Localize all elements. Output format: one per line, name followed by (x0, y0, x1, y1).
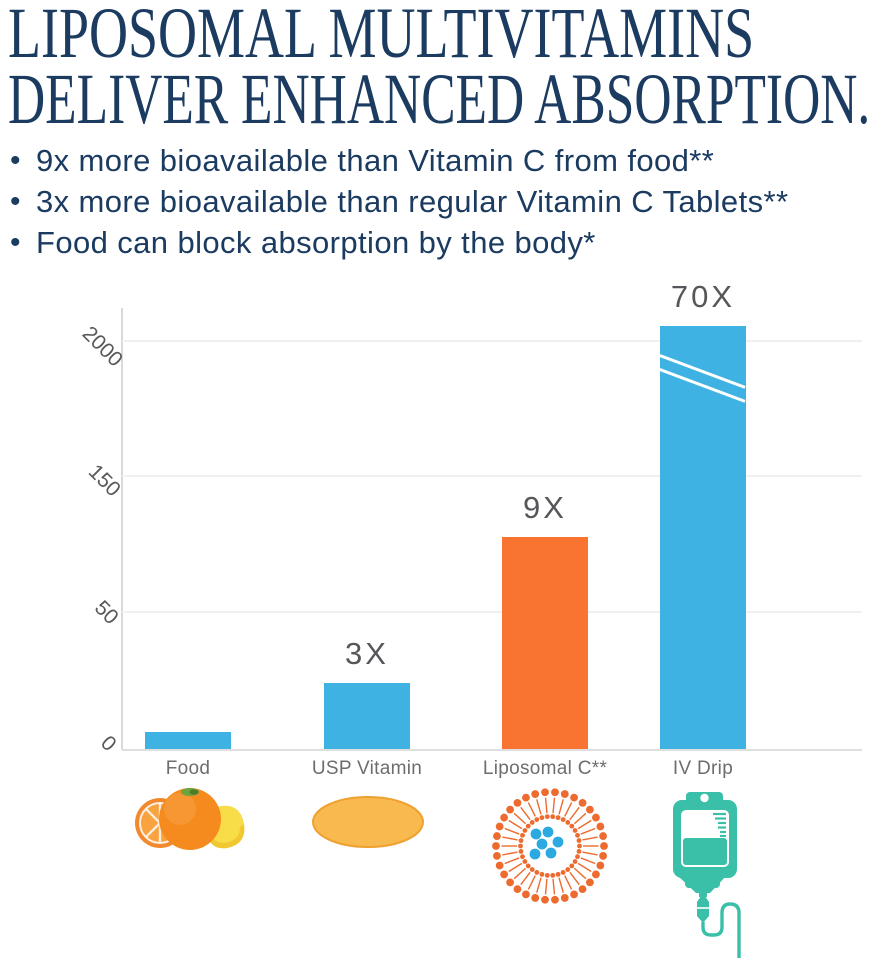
gridline-2000 (122, 340, 862, 342)
y-tick-label: 150 (83, 460, 125, 502)
food-oranges-lemon-icon (135, 788, 245, 850)
y-tick-label: 50 (89, 596, 123, 630)
page-title: LIPOSOMAL MULTIVITAMINS DELIVER ENHANCED… (8, 0, 875, 139)
x-tick-label: Food (165, 758, 211, 779)
x-tick-label: USP Vitamin (311, 758, 423, 779)
vitamin-dot (530, 828, 542, 840)
y-tick-label: 2000 (77, 321, 128, 372)
vitamin-dot (542, 826, 554, 838)
iv-drip-bag-icon (673, 792, 741, 958)
bullet-item: • Food can block absorption by the body* (10, 222, 788, 263)
x-tick-label: IV Drip (672, 758, 734, 779)
x-tick-label: Liposomal C** (482, 758, 608, 779)
bullet-text: 3x more bioavailable than regular Vitami… (36, 184, 789, 219)
title-line-1: LIPOSOMAL MULTIVITAMINS (8, 0, 755, 73)
y-axis-line (121, 308, 123, 750)
vitamin-dot (529, 848, 541, 860)
bar-chart: 2000 150 50 0 Food 3X USP Vitamin 9X Liposom… (0, 280, 875, 790)
bullet-text: 9x more bioavailable than Vitamin C from… (36, 143, 715, 178)
gridline-150 (122, 475, 862, 477)
bar-value-label: 9X (523, 490, 567, 525)
usp-tablet-icon (312, 796, 424, 848)
bullet-text: Food can block absorption by the body* (36, 225, 596, 260)
bullet-dot-icon: • (10, 226, 21, 259)
liposome-icon (492, 788, 608, 904)
bar-usp-vitamin (324, 683, 410, 749)
bar-liposomal-c (502, 537, 588, 749)
bullet-item: • 9x more bioavailable than Vitamin C fr… (10, 140, 788, 181)
bar-value-label: 70X (670, 279, 736, 314)
bullet-item: • 3x more bioavailable than regular Vita… (10, 181, 788, 222)
bullet-dot-icon: • (10, 144, 21, 177)
bar-value-label: 3X (345, 636, 389, 671)
gridline-50 (122, 611, 862, 613)
vitamin-dot (552, 836, 564, 848)
vitamin-dot (545, 847, 557, 859)
bullet-dot-icon: • (10, 185, 21, 218)
vitamin-dot (536, 838, 548, 850)
title-line-2: DELIVER ENHANCED ABSORPTION. (8, 59, 871, 139)
bar-iv-drip (659, 326, 747, 749)
axis-break-mark (659, 368, 747, 403)
x-axis-baseline (122, 749, 862, 751)
bullet-list: • 9x more bioavailable than Vitamin C fr… (10, 140, 788, 263)
bar-food (145, 732, 231, 749)
